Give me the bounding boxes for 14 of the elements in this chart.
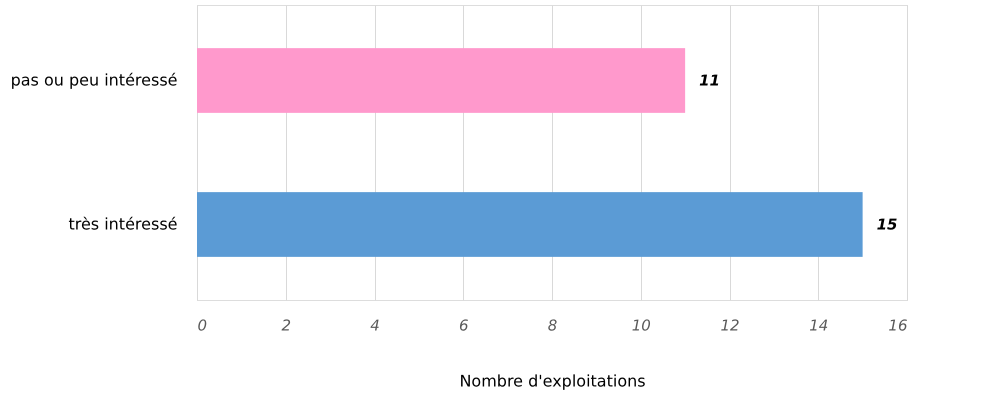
x-tick-label: 12 [720,316,740,334]
x-tick-label: 10 [632,316,651,334]
x-tick-label: 14 [809,316,828,334]
x-tick-label: 6 [458,316,469,334]
x-tick-label: 8 [548,316,558,334]
data-label: 15 [876,215,898,234]
data-label: 11 [699,72,720,90]
x-tick-label: 0 [198,316,208,334]
x-tick-label: 2 [281,316,292,334]
x-axis-title: Nombre d'exploitations [459,372,646,390]
x-tick-label: 4 [370,316,380,334]
y-tick-label: pas ou peu intéressé [10,70,178,90]
y-tick-label: très intéressé [68,214,178,234]
x-tick-label: 16 [888,316,908,334]
